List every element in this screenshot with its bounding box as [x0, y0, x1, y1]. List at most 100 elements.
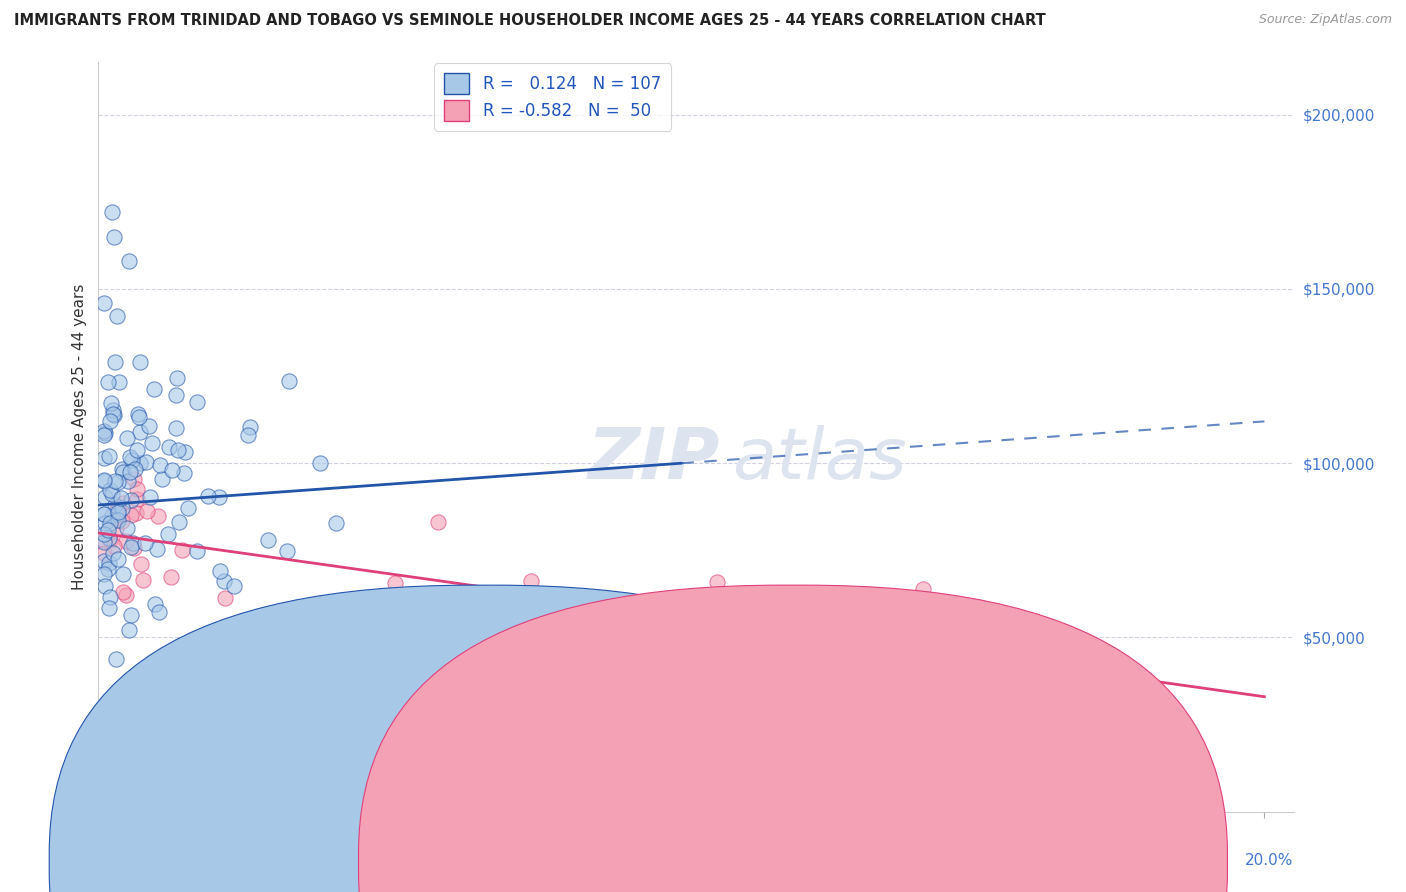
Point: [118, 450, 141, 465]
Point: [157, 440, 180, 454]
Point: [208, 490, 231, 504]
Point: [165, 388, 187, 402]
Point: [1025, 673, 1047, 688]
Text: 20.0%: 20.0%: [1246, 853, 1294, 868]
Point: [117, 475, 139, 489]
Point: [1028, 726, 1050, 740]
Y-axis label: Householder Income Ages 25 - 44 years: Householder Income Ages 25 - 44 years: [72, 284, 87, 591]
Point: [139, 490, 162, 504]
Point: [454, 607, 477, 621]
Point: [127, 407, 149, 421]
Point: [540, 639, 562, 653]
Point: [150, 472, 173, 486]
Point: [706, 574, 728, 589]
Point: [98, 483, 121, 498]
Point: [135, 455, 157, 469]
Point: [111, 500, 134, 515]
Point: [115, 521, 138, 535]
Point: [107, 375, 129, 389]
Point: [173, 466, 195, 480]
Point: [640, 611, 662, 625]
Point: [127, 443, 149, 458]
Point: [167, 442, 190, 457]
Point: [122, 536, 145, 550]
Point: [93, 424, 115, 438]
Point: [118, 254, 141, 268]
Point: [110, 461, 132, 475]
Point: [162, 463, 184, 477]
Point: [156, 527, 179, 541]
Legend: R =   0.124   N = 107, R = -0.582   N =  50: R = 0.124 N = 107, R = -0.582 N = 50: [434, 63, 671, 130]
Point: [101, 205, 124, 219]
Point: [911, 582, 934, 596]
Point: [145, 597, 167, 611]
Point: [129, 456, 152, 470]
Point: [673, 598, 696, 612]
Point: [519, 574, 541, 589]
Text: Source: ZipAtlas.com: Source: ZipAtlas.com: [1258, 13, 1392, 27]
Text: Seminole: Seminole: [808, 855, 879, 870]
Point: [122, 472, 145, 486]
Point: [308, 456, 330, 470]
Point: [870, 664, 893, 678]
Point: [111, 566, 134, 581]
Point: [93, 533, 115, 547]
Point: [132, 573, 155, 587]
Point: [129, 425, 152, 440]
Point: [101, 403, 124, 417]
Point: [224, 579, 246, 593]
Point: [100, 487, 122, 501]
Point: [238, 420, 260, 434]
Point: [97, 523, 120, 537]
Point: [128, 355, 150, 369]
Point: [107, 475, 129, 489]
Point: [97, 450, 120, 464]
Point: [97, 376, 120, 390]
Point: [172, 543, 194, 558]
Point: [209, 564, 232, 578]
Point: [93, 526, 115, 541]
Point: [134, 535, 156, 549]
Point: [276, 544, 298, 558]
Point: [127, 492, 149, 507]
Point: [107, 505, 129, 519]
Point: [890, 617, 912, 632]
Point: [807, 642, 830, 657]
Point: [115, 589, 138, 603]
Point: [94, 425, 117, 440]
Point: [94, 579, 117, 593]
Point: [98, 415, 121, 429]
Point: [212, 574, 235, 589]
Point: [148, 605, 170, 619]
Point: [125, 506, 148, 520]
Point: [426, 516, 449, 530]
Point: [93, 507, 115, 521]
Point: [111, 496, 134, 510]
Point: [105, 309, 128, 323]
Point: [104, 355, 127, 369]
Text: IMMIGRANTS FROM TRINIDAD AND TOBAGO VS SEMINOLE HOUSEHOLDER INCOME AGES 25 - 44 : IMMIGRANTS FROM TRINIDAD AND TOBAGO VS S…: [14, 13, 1046, 29]
Point: [186, 395, 208, 409]
Point: [762, 682, 785, 697]
Point: [692, 590, 714, 604]
Point: [97, 561, 120, 575]
Point: [107, 507, 129, 521]
Point: [117, 431, 139, 445]
Point: [121, 453, 143, 467]
Point: [160, 569, 183, 583]
Point: [107, 513, 129, 527]
Point: [111, 465, 134, 479]
Point: [104, 498, 127, 512]
Point: [97, 557, 120, 571]
Point: [97, 600, 120, 615]
Point: [111, 514, 134, 528]
Point: [103, 229, 125, 244]
Point: [214, 591, 236, 605]
Point: [105, 522, 128, 536]
Point: [167, 516, 190, 530]
Point: [118, 465, 141, 479]
Point: [900, 647, 922, 661]
Point: [238, 427, 260, 442]
Text: Immigrants from Trinidad and Tobago: Immigrants from Trinidad and Tobago: [447, 855, 734, 870]
Point: [93, 546, 115, 560]
